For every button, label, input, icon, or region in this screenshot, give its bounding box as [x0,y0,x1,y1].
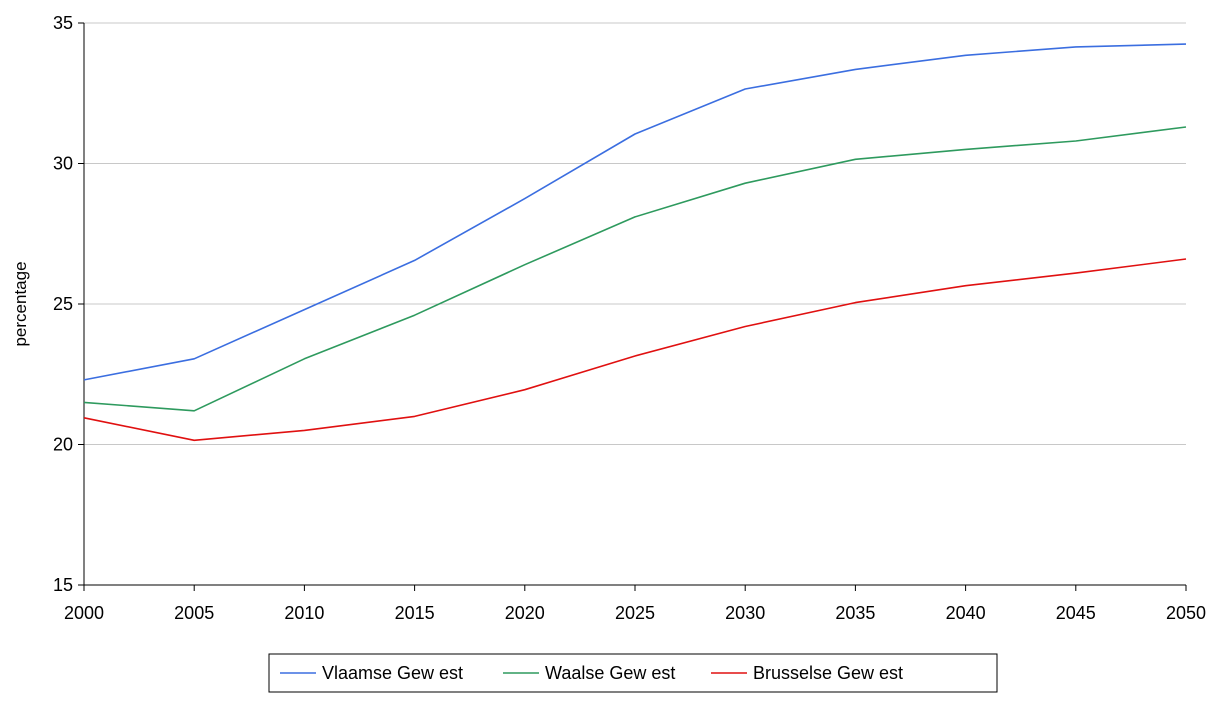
y-tick-label: 30 [53,154,73,174]
x-tick-label: 2035 [835,603,875,623]
legend-label-2: Waalse Gew est [545,663,675,683]
x-tick-label: 2000 [64,603,104,623]
x-tick-label: 2045 [1056,603,1096,623]
x-tick-label: 2010 [284,603,324,623]
y-tick-label: 35 [53,13,73,33]
series-line-1 [84,44,1186,380]
y-tick-label: 15 [53,575,73,595]
x-tick-label: 2015 [395,603,435,623]
y-axis-title: percentage [11,261,30,346]
gridlines [84,23,1186,445]
legend-label-3: Brusselse Gew est [753,663,903,683]
x-tick-label: 2020 [505,603,545,623]
legend: Vlaamse Gew est Waalse Gew est Brusselse G… [269,654,997,692]
x-tick-label: 2050 [1166,603,1206,623]
series-line-2 [84,127,1186,411]
legend-label-1: Vlaamse Gew est [322,663,463,683]
y-tick-label: 20 [53,435,73,455]
series-line-3 [84,259,1186,440]
y-tick-label: 25 [53,294,73,314]
x-tick-label: 2030 [725,603,765,623]
x-tick-label: 2005 [174,603,214,623]
series-lines [84,44,1186,440]
x-tick-label: 2025 [615,603,655,623]
x-tick-label: 2040 [946,603,986,623]
